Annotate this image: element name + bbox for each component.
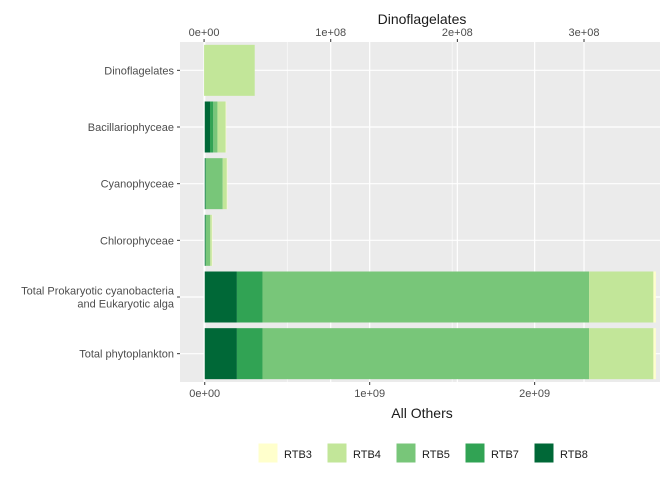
top-tick-label: 3e+08 <box>569 27 600 39</box>
bottom-tick-label: 1e+09 <box>354 388 385 400</box>
y-tick-label: Cyanophyceae <box>101 179 174 191</box>
legend-key-rtb5 <box>395 442 417 464</box>
bar-segment-rtb3 <box>653 328 656 380</box>
y-tick-label: Chlorophyceae <box>100 235 174 247</box>
bottom-tick-label: 0e+00 <box>189 388 220 400</box>
legend-key-rtb8 <box>533 442 555 464</box>
bar-segment-rtb3 <box>653 271 656 323</box>
top-tick-label: 2e+08 <box>442 27 473 39</box>
y-tick-label: Total phytoplankton <box>79 349 174 361</box>
top-axis-title: Dinoflagelates <box>378 11 467 27</box>
bar-segment-rtb4 <box>210 214 212 266</box>
legend-key-rtb7 <box>464 442 486 464</box>
bars-layer <box>204 44 656 380</box>
legend-label-rtb7: RTB7 <box>491 449 519 461</box>
bar-segment-rtb5 <box>205 158 223 210</box>
bar-segment-rtb8 <box>204 158 206 210</box>
y-tick-label: Dinoflagelates <box>104 65 174 77</box>
legend-key-rtb3 <box>257 442 279 464</box>
bar-segment-rtb8 <box>204 328 237 380</box>
bar-segment-rtb4 <box>204 44 255 96</box>
legend: RTB3 RTB4 RTB5 RTB7 RTB8 <box>257 442 588 464</box>
bar-segment-rtb4 <box>589 271 654 323</box>
y-axis: Dinoflagelates Bacillariophyceae Cyanophyc… <box>21 65 180 361</box>
bar-segment-rtb3 <box>225 101 227 153</box>
bar-segment-rtb8 <box>204 214 206 266</box>
plot-panel <box>180 42 660 382</box>
bar-segment-rtb7 <box>236 328 263 380</box>
top-tick-label: 1e+08 <box>315 27 346 39</box>
y-tick-label: Bacillariophyceae <box>88 122 174 134</box>
top-axis: Dinoflagelates 0e+00 1e+08 2e+08 3e+08 <box>189 11 600 42</box>
legend-label-rtb4: RTB4 <box>353 449 381 461</box>
bar-segment-rtb5 <box>262 328 590 380</box>
bar-segment-rtb5 <box>262 271 590 323</box>
bar-segment-rtb8 <box>204 271 237 323</box>
bar-segment-rtb3 <box>226 158 228 210</box>
legend-label-rtb5: RTB5 <box>422 449 450 461</box>
bottom-axis: All Others 0e+00 1e+09 2e+09 <box>189 382 550 421</box>
bar-segment-rtb3 <box>211 214 213 266</box>
bar-segment-rtb7 <box>236 271 263 323</box>
bar-segment-rtb4 <box>222 158 227 210</box>
legend-key-rtb4 <box>326 442 348 464</box>
bar-segment-rtb5 <box>205 214 211 266</box>
bar-segment-rtb7 <box>210 101 214 153</box>
bar-segment-rtb7 <box>205 158 206 210</box>
bar-segment-rtb8 <box>204 101 211 153</box>
bottom-axis-title: All Others <box>391 405 452 421</box>
top-tick-label: 0e+00 <box>189 27 220 39</box>
bar-segment-rtb4 <box>589 328 654 380</box>
legend-label-rtb3: RTB3 <box>284 449 312 461</box>
legend-label-rtb8: RTB8 <box>560 449 588 461</box>
bottom-tick-label: 2e+09 <box>519 388 550 400</box>
bar-segment-rtb5 <box>213 101 218 153</box>
bar-segment-rtb7 <box>205 214 206 266</box>
bar-segment-rtb4 <box>217 101 226 153</box>
y-tick-label: Total Prokaryotic cyanobacteria and Eukar… <box>21 286 175 311</box>
